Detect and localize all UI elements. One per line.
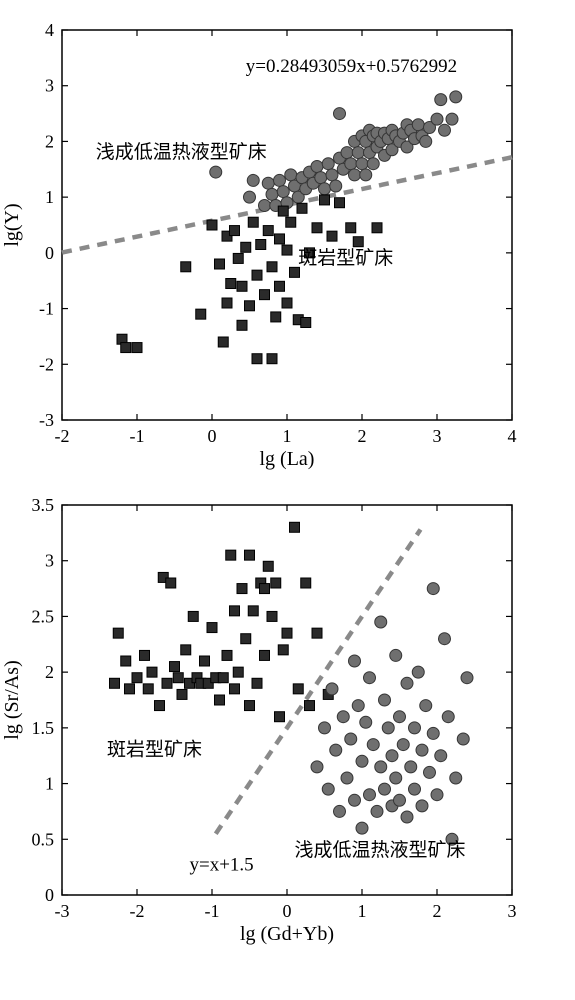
svg-text:2: 2 bbox=[45, 131, 54, 151]
svg-text:3: 3 bbox=[508, 901, 517, 921]
svg-text:-2: -2 bbox=[39, 354, 54, 374]
svg-text:y=x+1.5: y=x+1.5 bbox=[190, 854, 254, 875]
svg-text:3: 3 bbox=[433, 426, 442, 446]
svg-text:lg (La): lg (La) bbox=[260, 448, 315, 470]
svg-text:0.5: 0.5 bbox=[32, 829, 55, 849]
svg-text:-1: -1 bbox=[205, 901, 220, 921]
svg-text:lg (Gd+Yb): lg (Gd+Yb) bbox=[240, 923, 334, 945]
svg-text:斑岩型矿床: 斑岩型矿床 bbox=[298, 247, 393, 269]
chart-bottom-svg: -3 -2 -1 0 1 2 3 0 0.5 1 1.5 2 2.5 3 3.5 lg (Gd+Yb) lg (… bbox=[0, 490, 530, 950]
svg-text:-1: -1 bbox=[130, 426, 145, 446]
svg-text:1: 1 bbox=[45, 774, 54, 794]
svg-text:浅成低温热液型矿床: 浅成低温热液型矿床 bbox=[295, 839, 466, 861]
svg-text:-3: -3 bbox=[55, 901, 70, 921]
svg-text:1: 1 bbox=[358, 901, 367, 921]
svg-text:-2: -2 bbox=[55, 426, 70, 446]
svg-text:0: 0 bbox=[208, 426, 217, 446]
svg-text:斑岩型矿床: 斑岩型矿床 bbox=[107, 739, 202, 761]
svg-text:2: 2 bbox=[433, 901, 442, 921]
svg-text:y=0.28493059x+0.5762992: y=0.28493059x+0.5762992 bbox=[246, 56, 457, 77]
svg-text:4: 4 bbox=[508, 426, 517, 446]
chart-top: -2-101234-3-2-101234lg (La)lg(Y)y=0.2849… bbox=[0, 15, 575, 475]
chart-bottom: -3 -2 -1 0 1 2 3 0 0.5 1 1.5 2 2.5 3 3.5 lg (Gd+Yb) lg (… bbox=[0, 490, 575, 950]
svg-text:lg (Sr/As): lg (Sr/As) bbox=[1, 660, 23, 739]
svg-text:3: 3 bbox=[45, 76, 54, 96]
svg-text:2: 2 bbox=[45, 662, 54, 682]
svg-text:2.5: 2.5 bbox=[32, 606, 55, 626]
svg-text:1: 1 bbox=[283, 426, 292, 446]
svg-text:-1: -1 bbox=[39, 299, 54, 319]
svg-text:0: 0 bbox=[283, 901, 292, 921]
svg-text:0: 0 bbox=[45, 243, 54, 263]
svg-text:lg(Y): lg(Y) bbox=[1, 203, 23, 246]
svg-text:3: 3 bbox=[45, 551, 54, 571]
svg-text:1: 1 bbox=[45, 187, 54, 207]
svg-text:-3: -3 bbox=[39, 410, 54, 430]
svg-text:2: 2 bbox=[358, 426, 367, 446]
chart-top-svg: -2-101234-3-2-101234lg (La)lg(Y)y=0.2849… bbox=[0, 15, 530, 475]
svg-text:-2: -2 bbox=[130, 901, 145, 921]
svg-text:4: 4 bbox=[45, 20, 54, 40]
svg-text:浅成低温热液型矿床: 浅成低温热液型矿床 bbox=[96, 141, 267, 163]
svg-text:3.5: 3.5 bbox=[32, 495, 55, 515]
svg-text:1.5: 1.5 bbox=[32, 718, 55, 738]
svg-text:0: 0 bbox=[45, 885, 54, 905]
